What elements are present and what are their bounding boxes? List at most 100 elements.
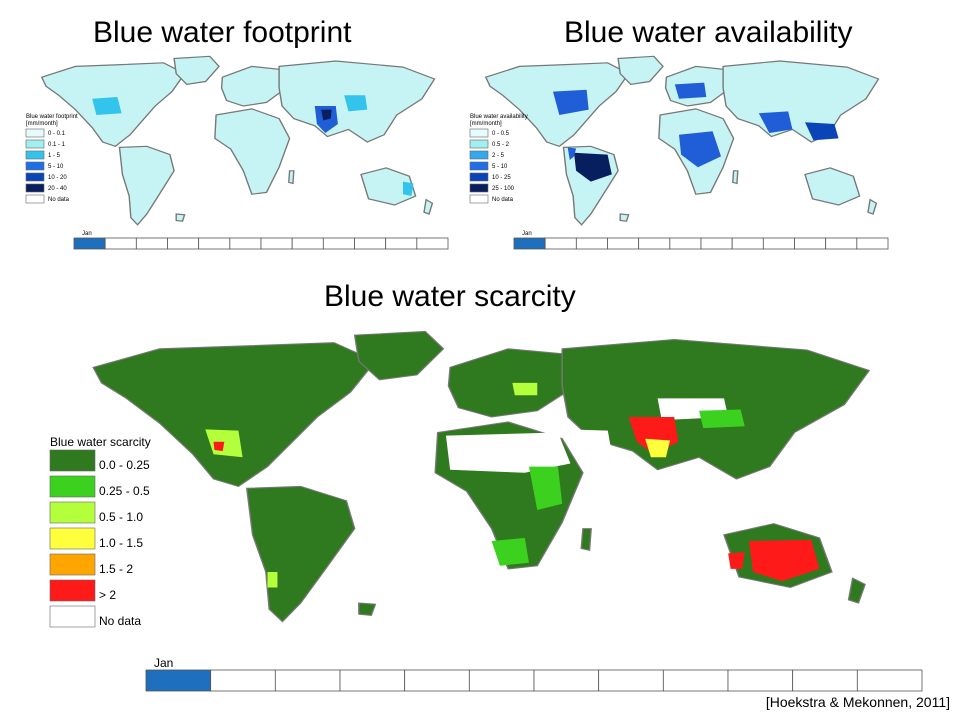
citation: [Hoekstra & Mekonnen, 2011]: [765, 694, 950, 710]
month-cell[interactable]: [339, 669, 406, 692]
greenland-shape: [617, 55, 664, 86]
month-cell[interactable]: [167, 237, 200, 250]
month-cell[interactable]: [544, 237, 577, 250]
legend-label: 2 - 5: [492, 153, 505, 159]
china-hotspot: [344, 95, 368, 112]
south-asia-hotspot: [758, 111, 793, 133]
south-america-shape: [245, 485, 356, 623]
legend-label: 25 - 100: [492, 186, 515, 192]
footprint-month-bar[interactable]: Jan: [73, 231, 449, 250]
legend-swatch: [469, 139, 489, 149]
month-cell[interactable]: [513, 237, 546, 250]
month-cell[interactable]: [700, 237, 733, 250]
month-cell[interactable]: [274, 669, 341, 692]
amazon-ring: [567, 147, 577, 160]
month-cell[interactable]: [260, 237, 293, 250]
month-cell[interactable]: [856, 237, 889, 250]
month-cell[interactable]: [322, 237, 355, 250]
month-cell[interactable]: [762, 237, 795, 250]
europe-light: [512, 382, 538, 396]
month-cell[interactable]: [229, 237, 262, 250]
chile-light: [267, 572, 278, 588]
month-cell[interactable]: [825, 237, 858, 250]
footprint-land: [40, 55, 436, 226]
hotspot-group: [92, 95, 414, 196]
month-cell[interactable]: [354, 237, 387, 250]
month-cell[interactable]: [598, 669, 664, 692]
west-aus-red: [728, 552, 745, 569]
month-cell[interactable]: [135, 237, 168, 250]
legend-title: Blue water footprint: [26, 114, 78, 120]
footprint-map: Blue water footprint[mm/month] 0 - 0.1 0.1…: [25, 55, 449, 250]
europe-shape: [220, 65, 282, 107]
south-africa-light: [491, 537, 529, 566]
east-africa-light: [528, 466, 563, 510]
sahara-nodata: [445, 432, 571, 473]
legend-label: 20 - 40: [48, 186, 67, 192]
footprint-legend: Blue water footprint[mm/month] 0 - 0.1 0.1…: [25, 114, 78, 204]
legend-swatch: [469, 183, 489, 193]
legend-title: Blue water scarcity: [50, 435, 151, 449]
month-cell[interactable]: [198, 237, 231, 250]
india-core: [321, 109, 332, 121]
availability-month-bar[interactable]: Jan: [513, 231, 889, 250]
legend-label: No data: [492, 197, 514, 203]
legend-swatch: [25, 139, 45, 149]
legend-swatch: [25, 194, 45, 204]
hotspot-group: [553, 82, 839, 182]
legend-swatch: [49, 553, 96, 576]
month-cell[interactable]: [468, 669, 535, 692]
month-cell[interactable]: [145, 669, 212, 692]
south-america-shape: [118, 145, 175, 226]
north-america-shape: [92, 342, 377, 488]
month-cell[interactable]: [792, 669, 858, 692]
legend-swatch: [49, 579, 96, 602]
month-cell[interactable]: [291, 237, 324, 250]
scarcity-month-bar[interactable]: Jan: [145, 656, 923, 692]
legend-swatch: [25, 172, 45, 182]
month-cell[interactable]: [731, 237, 764, 250]
month-cell[interactable]: [607, 237, 640, 250]
availability-panel: Blue water availability [mm/month] 0 - 0.5…: [464, 48, 894, 258]
australia-shape: [360, 167, 417, 206]
legend-label: 0.5 - 2: [492, 142, 510, 148]
month-cell[interactable]: [210, 669, 276, 692]
month-cell[interactable]: [856, 669, 923, 692]
scarcity-panel: Blue water scarcity 0.0 - 0.25 0.25 - 0.5 0…: [40, 322, 930, 692]
legend-label: > 2: [99, 588, 116, 602]
legend-label: 0 - 0.5: [492, 131, 510, 137]
footprint-panel: Blue water footprint [mm/month] 0 - 0.1 0.1…: [20, 48, 450, 258]
availability-title: Blue water availability: [564, 16, 853, 49]
month-cell[interactable]: [727, 669, 794, 692]
month-cell[interactable]: [385, 237, 418, 250]
availability-land: [484, 55, 880, 226]
legend-unit: [mm/month]: [26, 121, 58, 127]
legend-swatch: [469, 128, 489, 138]
legend-label: 5 - 10: [48, 164, 64, 170]
month-cell[interactable]: [104, 237, 137, 250]
month-cell[interactable]: [662, 669, 729, 692]
month-cell[interactable]: [73, 237, 106, 250]
antarctic-strip-shape: [358, 602, 377, 616]
australia-red: [748, 539, 820, 582]
month-cell[interactable]: [404, 669, 470, 692]
month-cell[interactable]: [575, 237, 608, 250]
month-cell[interactable]: [416, 237, 449, 250]
se-asia-hotspot: [805, 122, 839, 141]
legend-swatch: [469, 161, 489, 171]
month-label: Jan: [154, 656, 173, 670]
month-cell[interactable]: [794, 237, 827, 250]
antarctic-strip-shape: [175, 213, 186, 222]
mexico-red: [213, 441, 225, 452]
month-cell[interactable]: [638, 237, 671, 250]
legend-label: 10 - 20: [48, 175, 67, 181]
legend-label: No data: [48, 197, 70, 203]
availability-hotspots: [553, 82, 839, 182]
availability-legend: Blue water availability[mm/month] 0 - 0.5…: [469, 114, 528, 204]
legend-label: 10 - 25: [492, 175, 511, 181]
legend-swatch: [49, 501, 96, 524]
legend-label: 5 - 10: [492, 164, 508, 170]
month-cell[interactable]: [669, 237, 702, 250]
legend-label: 0 - 0.1: [48, 131, 66, 137]
month-cell[interactable]: [533, 669, 600, 692]
